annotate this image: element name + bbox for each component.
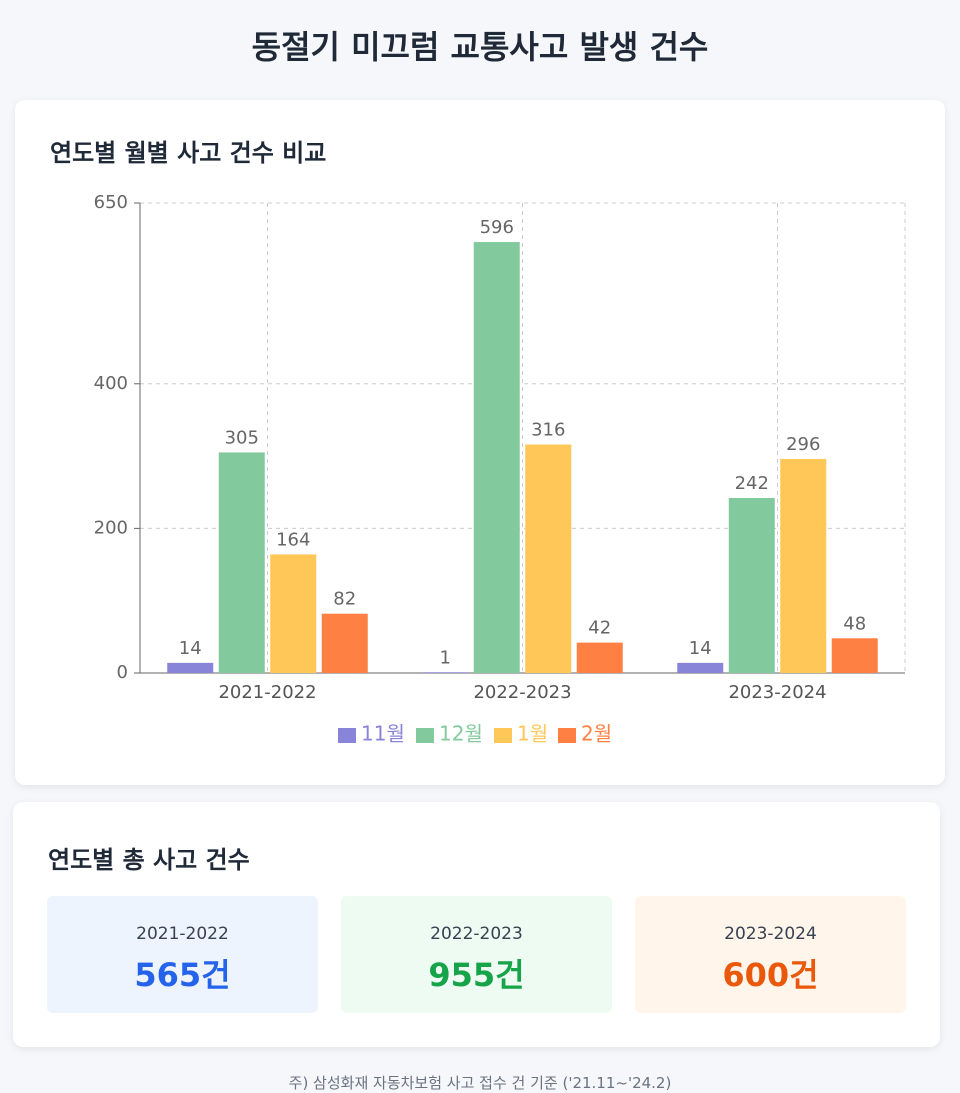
summary-box: 2021-2022 565건 (47, 896, 318, 1013)
legend-swatch (558, 728, 576, 743)
bar (473, 242, 520, 674)
bar (525, 444, 572, 673)
chart: 연도별 월별 사고 건수 비교 0 200 400 650 2021-2022 14 305… (50, 139, 906, 746)
summary-value: 565건 (134, 956, 231, 994)
legend-swatch (416, 728, 434, 743)
page-title: 동절기 미끄럼 교통사고 발생 건수 (251, 28, 709, 66)
legend-swatch (494, 728, 512, 743)
summary-value: 600건 (722, 956, 819, 994)
x-tick-label: 2021-2022 (218, 682, 316, 703)
summary-value: 955건 (428, 956, 525, 994)
bar (677, 662, 724, 673)
bar (270, 554, 317, 673)
bar (780, 458, 827, 673)
x-tick-label: 2022-2023 (473, 682, 571, 703)
summary-card: 연도별 총 사고 건수 2021-2022 565건 2022-2023 955… (13, 802, 940, 1047)
value-label: 296 (786, 434, 820, 455)
legend-label: 2월 (581, 722, 612, 746)
bar (167, 662, 214, 673)
bar (321, 613, 368, 673)
value-label: 14 (689, 638, 712, 659)
summary-label: 2021-2022 (136, 924, 229, 944)
bar (422, 672, 469, 673)
summary-box: 2022-2023 955건 (341, 896, 612, 1013)
legend-label: 11월 (361, 722, 405, 746)
chart-title: 연도별 월별 사고 건수 비교 (50, 139, 326, 167)
value-label: 42 (588, 618, 611, 639)
y-tick-label: 650 (94, 192, 128, 213)
value-label: 1 (440, 647, 451, 668)
bar (218, 452, 265, 673)
summary-box: 2023-2024 600건 (635, 896, 906, 1013)
summary-label: 2022-2023 (430, 924, 523, 944)
bar (576, 642, 623, 673)
value-label: 14 (179, 638, 202, 659)
summary-label: 2023-2024 (724, 924, 817, 944)
value-label: 596 (480, 217, 514, 238)
value-label: 48 (843, 613, 866, 634)
value-label: 316 (531, 420, 565, 441)
legend-label: 1월 (517, 722, 548, 746)
bar (728, 498, 775, 673)
legend-swatch (338, 728, 356, 743)
summary-title: 연도별 총 사고 건수 (48, 846, 250, 874)
value-label: 164 (276, 529, 310, 550)
y-tick-label: 400 (94, 373, 128, 394)
footnote: 주) 삼성화재 자동차보험 사고 접수 건 기준 ('21.11~'24.2) (288, 1074, 672, 1092)
y-tick-label: 0 (117, 662, 128, 683)
value-label: 242 (735, 473, 769, 494)
y-tick-label: 200 (94, 517, 128, 538)
bar (831, 638, 878, 673)
legend-label: 12월 (439, 722, 483, 746)
value-label: 305 (225, 427, 259, 448)
value-label: 82 (333, 589, 356, 610)
x-tick-label: 2023-2024 (728, 682, 826, 703)
